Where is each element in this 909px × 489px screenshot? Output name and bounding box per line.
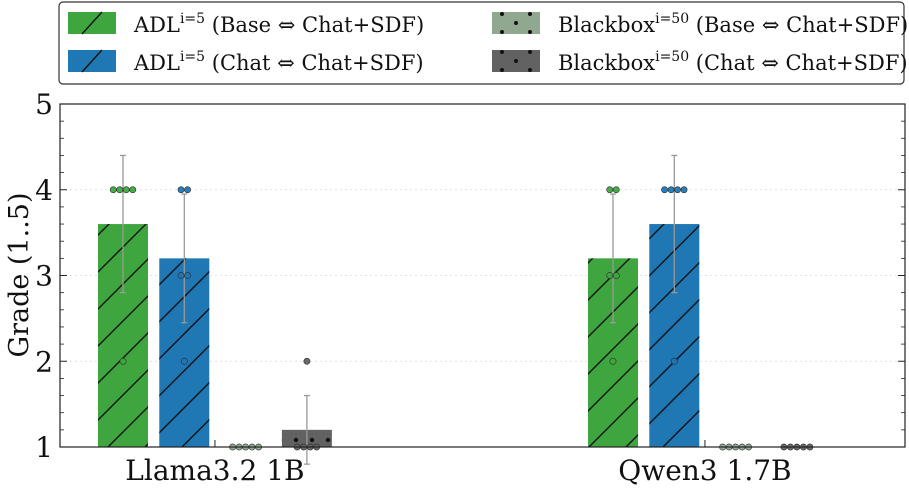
x-tick-label: Llama3.2 1B [125,454,304,487]
y-tick-label: 1 [35,431,53,464]
legend-label: Blackboxi=50 (Chat ⇔ Chat+SDF) [558,49,908,75]
data-point [129,186,137,194]
legend-swatch-dot [500,68,504,72]
legend: ADLi=5 (Base ⇔ Chat+SDF) ADLi=5 (Chat ⇔ C… [58,1,908,85]
legend-swatch-dot [528,12,532,16]
x-tick-label: Qwen3 1.7B [618,454,791,487]
data-point [661,186,668,194]
data-point [612,186,620,194]
legend-label: Blackboxi=50 (Base ⇔ Chat+SDF) [558,11,908,37]
legend-entry: Blackboxi=50 (Base ⇔ Chat+SDF) [492,11,908,37]
data-point [116,186,124,194]
data-point [109,186,117,194]
legend-label: ADLi=5 (Chat ⇔ Chat+SDF) [133,49,424,75]
data-point [122,186,130,194]
legend-swatch-hatch [81,49,103,73]
legend-swatch-hatch [81,11,103,35]
plot-area: 1 2 3 4 5 Llama3.2 1B Qwen3 1.7B [35,88,906,487]
data-point [606,272,614,279]
data-point [184,186,191,194]
legend-entry: ADLi=5 (Base ⇔ Chat+SDF) [68,11,424,37]
data-point [674,186,681,194]
legend-swatch-dot [500,30,504,34]
data-point [612,272,620,279]
legend-swatch-dot [500,12,504,16]
legend-entry: ADLi=5 (Chat ⇔ Chat+SDF) [68,49,424,75]
y-tick-label: 4 [35,174,53,207]
data-point [667,186,675,194]
data-point [670,357,678,365]
legend-swatch-dot [528,68,532,72]
legend-label: ADLi=5 (Base ⇔ Chat+SDF) [133,11,424,37]
data-point [180,357,188,365]
legend-swatch-dot [514,21,518,25]
legend-swatch-dot [514,59,518,63]
data-point [177,186,185,194]
data-point [177,272,185,279]
legend-swatch-dot [500,50,504,54]
data-point [184,272,191,279]
data-point [609,357,617,365]
legend-swatch-dot [528,50,532,54]
y-tick-label: 2 [35,345,53,378]
y-tick-label: 5 [35,88,53,121]
legend-box [58,1,905,85]
data-point [303,357,311,365]
legend-entry: Blackboxi=50 (Chat ⇔ Chat+SDF) [492,49,908,75]
data-point [119,357,127,365]
y-axis-label: Grade (1..5) [4,192,35,357]
legend-swatch-dot [528,30,532,34]
data-point [606,186,614,194]
y-tick-label: 3 [35,260,53,293]
data-point [680,186,688,194]
